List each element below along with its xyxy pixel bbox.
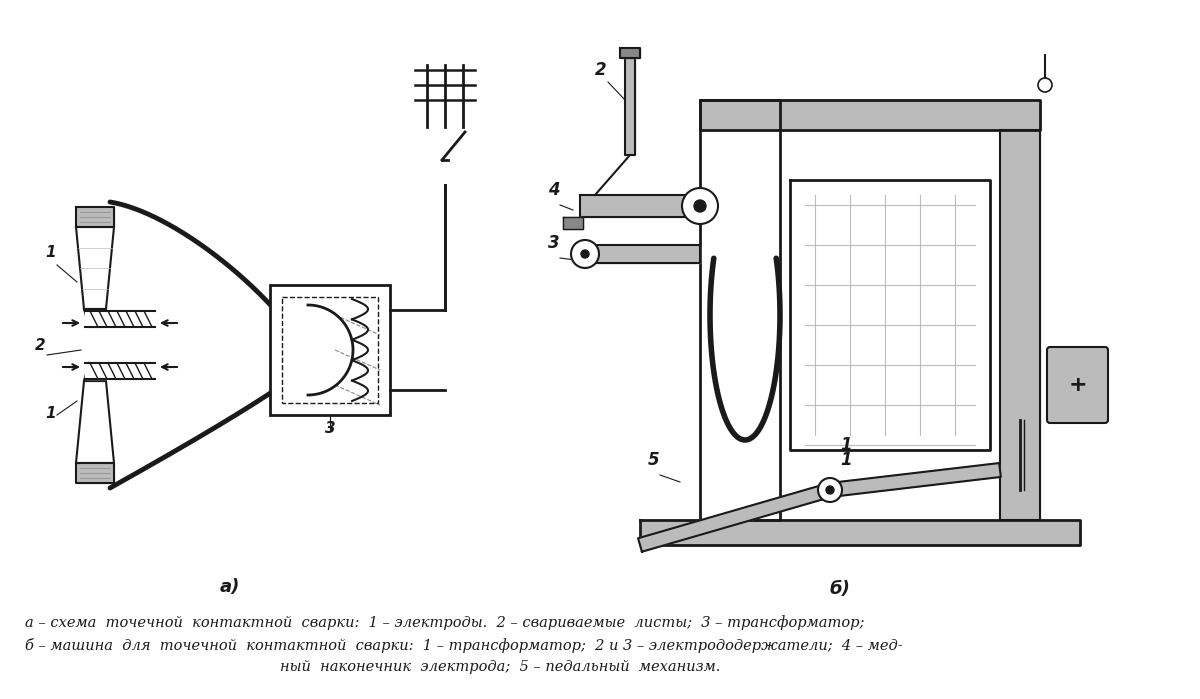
Circle shape	[581, 250, 589, 258]
Bar	[270, 285, 390, 415]
Text: +: +	[1068, 375, 1087, 395]
Polygon shape	[700, 100, 1040, 130]
Polygon shape	[84, 309, 106, 327]
Text: 4: 4	[548, 181, 559, 199]
Bar	[282, 297, 378, 403]
Polygon shape	[829, 463, 1001, 497]
Polygon shape	[620, 48, 640, 58]
Polygon shape	[85, 363, 155, 379]
Text: 1: 1	[840, 451, 852, 469]
Text: б): б)	[829, 580, 851, 598]
Polygon shape	[790, 180, 990, 450]
FancyBboxPatch shape	[1046, 347, 1108, 423]
Text: 3: 3	[548, 234, 559, 252]
Polygon shape	[700, 100, 780, 520]
Circle shape	[818, 478, 842, 502]
Polygon shape	[563, 217, 583, 229]
Polygon shape	[580, 195, 700, 217]
Polygon shape	[76, 381, 114, 463]
Text: 2: 2	[35, 338, 46, 353]
Text: 2: 2	[595, 61, 607, 79]
Text: 1: 1	[46, 406, 55, 421]
Circle shape	[694, 200, 706, 212]
Polygon shape	[76, 207, 114, 227]
Text: а – схема  точечной  контактной  сварки:  1 – электроды.  2 – свариваемые  листы: а – схема точечной контактной сварки: 1 …	[25, 615, 864, 630]
Circle shape	[1038, 78, 1052, 92]
Text: 1: 1	[840, 436, 852, 454]
Text: 3: 3	[325, 421, 336, 436]
Text: ный  наконечник  электрода;  5 – педальный  механизм.: ный наконечник электрода; 5 – педальный …	[280, 660, 720, 674]
Polygon shape	[590, 245, 700, 263]
Polygon shape	[84, 363, 106, 381]
Circle shape	[571, 240, 599, 268]
Polygon shape	[640, 520, 1080, 545]
Polygon shape	[625, 58, 635, 155]
Polygon shape	[76, 463, 114, 483]
Circle shape	[682, 188, 718, 224]
Polygon shape	[85, 311, 155, 327]
Circle shape	[826, 486, 834, 494]
Text: 5: 5	[648, 451, 660, 469]
Polygon shape	[1000, 130, 1040, 520]
Text: б – машина  для  точечной  контактной  сварки:  1 – трансформатор;  2 и 3 – элек: б – машина для точечной контактной сварк…	[25, 638, 902, 653]
Polygon shape	[76, 227, 114, 309]
Text: 1: 1	[46, 245, 55, 260]
Text: а): а)	[220, 578, 240, 596]
Polygon shape	[638, 483, 832, 552]
